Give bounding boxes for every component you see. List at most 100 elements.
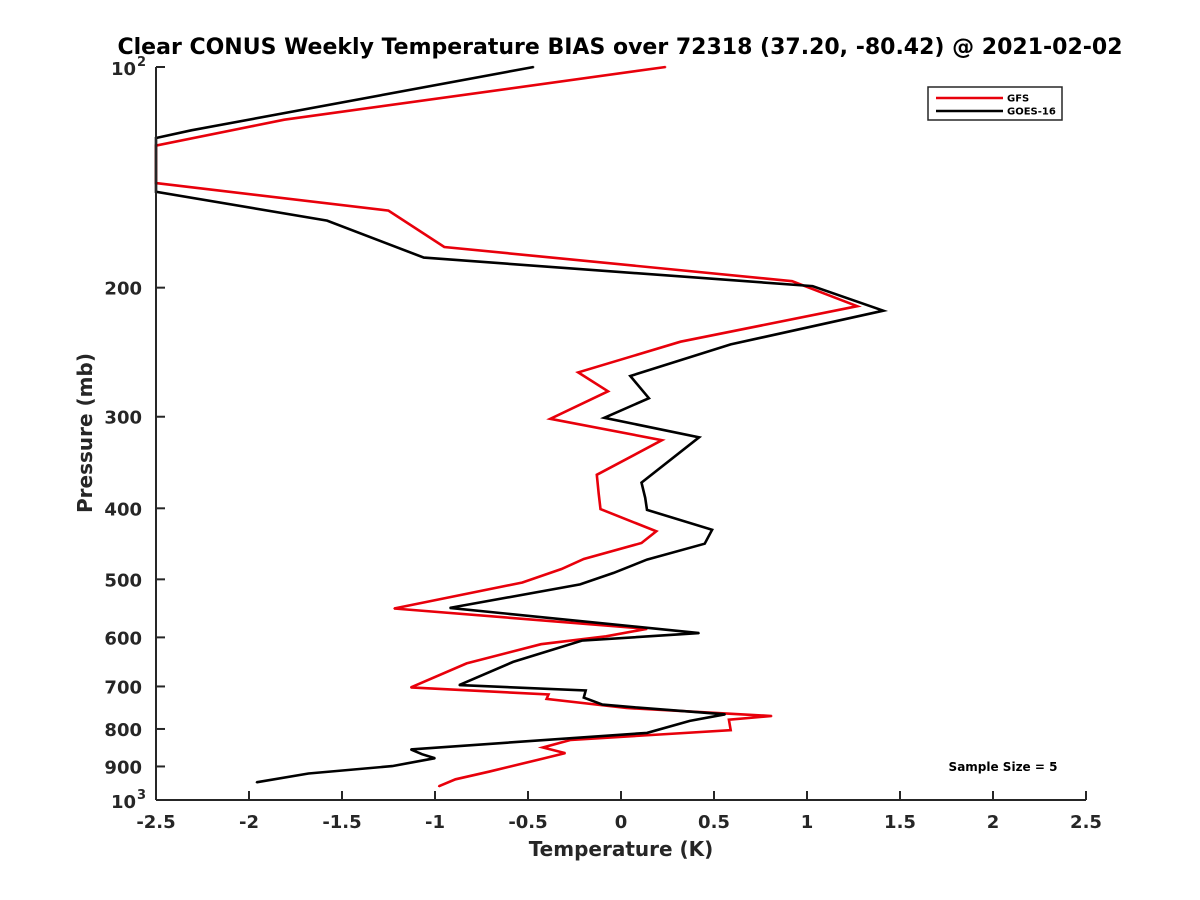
y-tick-label: 200 (104, 279, 142, 300)
data-point-goes-16-27 (583, 696, 585, 699)
data-point-goes-16-0 (532, 66, 535, 68)
data-point-gfs-37 (488, 770, 490, 773)
y-axis-label: Pressure (mb) (73, 353, 97, 513)
data-point-goes-16-16 (711, 529, 713, 531)
y-tick-label: 500 (104, 570, 142, 591)
series-goes-16 (154, 65, 889, 784)
data-point-goes-16-30 (724, 713, 726, 716)
x-ticks: -2.5 -2 -1.5 -1 -0.5 0 0.5 1 1.5 2 2.5 (136, 791, 1102, 833)
data-point-goes-16-20 (579, 583, 581, 586)
data-point-goes-16-28 (601, 703, 604, 706)
data-point-goes-16-10 (648, 397, 650, 400)
y-tick-label: 900 (104, 757, 142, 778)
y-tick-label: 300 (104, 408, 142, 429)
data-point-gfs-31 (728, 718, 730, 721)
data-point-gfs-1 (283, 118, 286, 121)
legend: GFS GOES-16 (927, 86, 1063, 121)
data-point-goes-16-34 (421, 753, 423, 755)
series-line-goes-16 (154, 65, 889, 784)
data-point-goes-16-13 (640, 481, 643, 484)
data-point-gfs-23 (605, 635, 607, 638)
x-tick-label: 0 (615, 812, 628, 833)
legend-entries: GFS GOES-16 (936, 94, 1056, 118)
data-point-goes-16-26 (584, 689, 587, 692)
x-tick-label: -2 (239, 812, 259, 833)
data-point-gfs-25 (465, 662, 468, 665)
data-point-goes-16-5 (423, 256, 425, 259)
data-point-gfs-26 (410, 686, 412, 689)
data-point-gfs-5 (443, 246, 446, 248)
data-point-goes-16-4 (326, 219, 328, 222)
data-point-gfs-11 (549, 418, 552, 420)
series-layer (154, 65, 889, 788)
legend-label-goes-16: GOES-16 (1007, 107, 1056, 118)
x-tick-label: 2 (987, 812, 1000, 833)
x-tick-label: 0.5 (698, 812, 730, 833)
x-tick-label: -2.5 (136, 812, 175, 833)
data-point-goes-16-23 (581, 639, 583, 642)
y-tick-label: 10 (111, 59, 136, 80)
series-line-gfs (154, 65, 862, 788)
data-point-goes-16-11 (603, 417, 606, 419)
data-point-goes-16-14 (644, 497, 646, 499)
data-point-gfs-0 (664, 66, 667, 68)
data-point-goes-16-18 (646, 558, 648, 561)
data-point-gfs-4 (387, 209, 390, 212)
data-point-gfs-12 (661, 439, 663, 442)
data-point-goes-16-7 (882, 309, 885, 312)
data-point-goes-16-32 (646, 732, 648, 734)
data-point-goes-16-33 (410, 748, 412, 751)
y-tick-label: 700 (104, 677, 142, 698)
data-point-goes-16-19 (612, 572, 615, 574)
data-point-gfs-9 (577, 371, 579, 374)
x-tick-label: 1.5 (884, 812, 916, 833)
series-gfs (154, 65, 862, 788)
data-point-gfs-34 (542, 746, 544, 749)
data-point-gfs-20 (521, 581, 524, 584)
data-point-goes-16-36 (391, 765, 394, 767)
data-point-goes-16-24 (512, 661, 514, 663)
chart-title: Clear CONUS Weekly Temperature BIAS over… (117, 35, 1122, 60)
data-point-gfs-14 (597, 492, 600, 495)
data-point-gfs-19 (560, 568, 563, 570)
data-point-gfs-30 (770, 715, 773, 717)
y-tick-label: 800 (104, 720, 142, 741)
data-point-gfs-39 (437, 785, 440, 788)
x-tick-label: 2.5 (1070, 812, 1102, 833)
data-point-gfs-7 (856, 305, 858, 308)
data-point-gfs-18 (583, 558, 585, 560)
legend-box (927, 86, 1063, 121)
y-tick-label: 600 (104, 628, 142, 649)
x-tick-label: 1 (801, 812, 814, 833)
data-point-gfs-16 (655, 530, 658, 533)
data-point-goes-16-1 (190, 129, 193, 132)
y-tick-exponent: 2 (137, 55, 146, 70)
data-point-gfs-36 (542, 757, 544, 760)
data-point-goes-16-9 (629, 375, 632, 377)
data-point-gfs-21 (393, 607, 395, 610)
sample-size-annotation: Sample Size = 5 (949, 760, 1058, 774)
data-point-gfs-32 (729, 729, 732, 731)
data-point-goes-16-25 (458, 684, 461, 686)
data-point-goes-16-6 (811, 285, 814, 287)
data-point-goes-16-31 (689, 720, 691, 722)
data-point-gfs-6 (791, 280, 793, 283)
x-tick-label: -1 (425, 812, 445, 833)
x-axis-label: Temperature (K) (529, 837, 714, 861)
y-tick-label: 400 (104, 499, 142, 520)
data-point-goes-16-35 (434, 757, 436, 759)
data-point-goes-16-22 (698, 632, 700, 634)
data-point-gfs-28 (545, 698, 548, 700)
data-point-goes-16-38 (255, 781, 258, 784)
data-point-gfs-13 (596, 474, 598, 476)
legend-label-gfs: GFS (1007, 94, 1029, 105)
data-point-goes-16-37 (307, 772, 310, 775)
x-tick-label: -1.5 (322, 812, 361, 833)
data-point-goes-16-29 (636, 706, 639, 709)
data-point-goes-16-21 (449, 607, 451, 609)
data-point-gfs-17 (640, 542, 643, 544)
data-point-goes-16-8 (729, 343, 732, 346)
data-point-gfs-38 (454, 778, 457, 781)
data-point-gfs-15 (599, 508, 602, 510)
